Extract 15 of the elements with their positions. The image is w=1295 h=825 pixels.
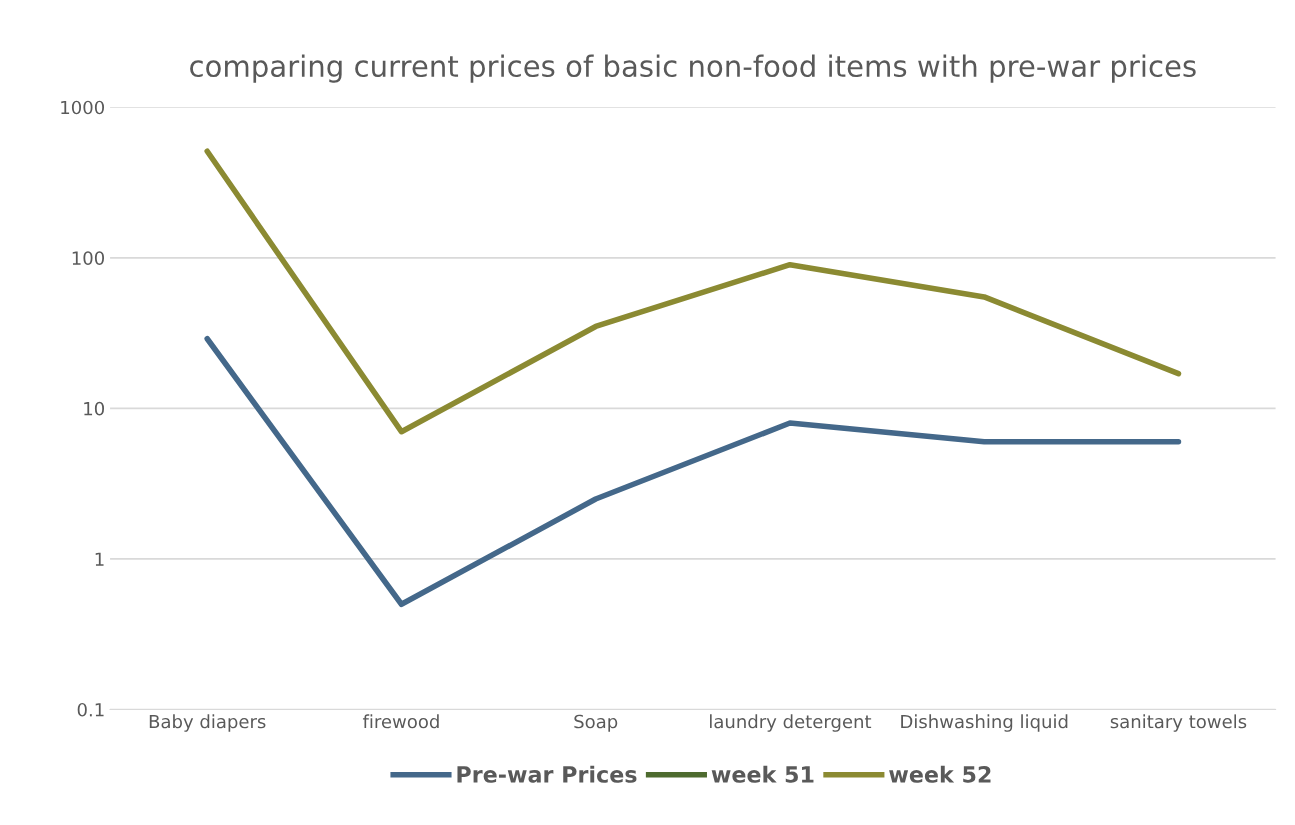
chart-title: comparing current prices of basic non-food items with pre-war prices bbox=[190, 54, 1196, 83]
y-tick-label: 0.1 bbox=[77, 702, 104, 717]
legend-label: week 52 bbox=[889, 765, 991, 783]
legend-label: week 51 bbox=[711, 765, 814, 783]
x-tick-label: sanitary towels bbox=[1110, 714, 1247, 732]
y-tick-label: 10 bbox=[84, 401, 105, 416]
y-tick-label: 100 bbox=[72, 251, 105, 265]
y-tick-label: 1000 bbox=[61, 100, 105, 115]
x-tick-label: firewood bbox=[362, 714, 439, 729]
legend-label: Pre-war Prices bbox=[457, 765, 637, 783]
x-tick-label: Baby diapers bbox=[149, 714, 266, 732]
y-tick-label: 1 bbox=[95, 552, 104, 566]
x-tick-label: Dishwashing liquid bbox=[901, 714, 1068, 732]
x-tick-label: Soap bbox=[574, 714, 618, 732]
x-tick-label: laundry detergent bbox=[710, 714, 872, 732]
